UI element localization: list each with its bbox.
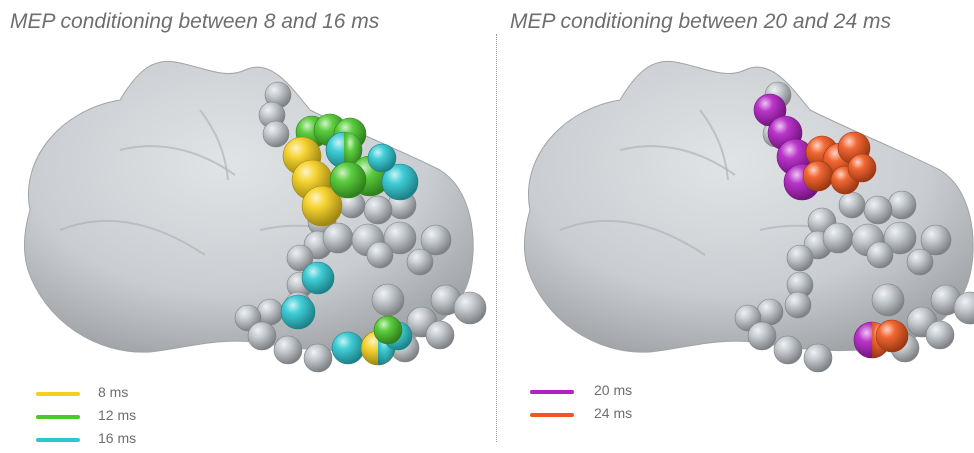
legend-item-12ms: 12 ms: [36, 407, 196, 430]
electrode-site: [906, 248, 934, 276]
stimulation-site: [301, 261, 335, 295]
panel-title-right: MEP conditioning between 20 and 24 ms: [510, 10, 891, 33]
legend-swatch-20ms: [530, 390, 574, 394]
electrode-site: [262, 120, 290, 148]
stimulation-site: [331, 331, 365, 365]
stimulation-site: [802, 160, 834, 192]
legend-swatch-8ms: [36, 392, 80, 396]
electrode-site: [371, 283, 405, 317]
legend-label-8ms: 8 ms: [98, 384, 129, 400]
panel-left: MEP conditioning between 8 and 16 ms 8 m…: [0, 0, 496, 446]
stimulation-site-half: [344, 132, 362, 168]
legend-swatch-12ms: [36, 415, 80, 419]
legend-item-8ms: 8 ms: [36, 384, 196, 407]
electrode-site: [453, 291, 487, 325]
electrode-site: [286, 244, 314, 272]
electrode-site: [863, 195, 893, 225]
panel-right: MEP conditioning between 20 and 24 ms 20…: [500, 0, 974, 444]
stimulation-site: [301, 185, 343, 227]
electrode-site: [803, 343, 833, 373]
legend-swatch-16ms: [36, 438, 80, 442]
electrode-site: [773, 335, 803, 365]
electrode-site: [920, 224, 952, 256]
electrode-site: [786, 244, 814, 272]
stimulation-site: [329, 161, 367, 199]
electrode-site: [887, 190, 917, 220]
electrode-site: [425, 320, 455, 350]
electrode-site: [925, 320, 955, 350]
electrode-site: [784, 291, 812, 319]
legend-right: 20 ms 24 ms: [530, 382, 690, 428]
electrode-site: [420, 224, 452, 256]
electrode-site: [747, 321, 777, 351]
electrode-site: [303, 343, 333, 373]
legend-label-24ms: 24 ms: [594, 405, 633, 421]
electrode-site: [322, 222, 354, 254]
brain-fold: [699, 109, 729, 181]
legend-label-20ms: 20 ms: [594, 382, 633, 398]
stimulation-site: [875, 319, 909, 353]
stimulation-site: [381, 163, 419, 201]
brain-fold: [199, 109, 229, 181]
electrode-site: [366, 241, 394, 269]
stimulation-site: [373, 315, 403, 345]
panel-title-left: MEP conditioning between 8 and 16 ms: [10, 10, 380, 33]
electrode-site: [363, 195, 393, 225]
brain-render-left: [23, 60, 487, 373]
legend-swatch-24ms: [530, 413, 574, 417]
brain-fold: [119, 145, 236, 176]
stimulation-site: [847, 153, 877, 183]
brain-fold: [619, 145, 736, 176]
brain-fold: [559, 219, 706, 256]
stimulation-site: [280, 294, 316, 330]
electrode-site: [883, 221, 917, 255]
panel-divider: [496, 34, 497, 442]
electrode-site: [953, 291, 974, 325]
electrode-site: [273, 335, 303, 365]
legend-label-12ms: 12 ms: [98, 407, 137, 423]
brain-render-right: [523, 60, 974, 373]
brain-fold: [59, 219, 206, 256]
legend-item-24ms: 24 ms: [530, 405, 690, 428]
legend-label-16ms: 16 ms: [98, 430, 137, 446]
electrode-site: [383, 221, 417, 255]
stimulation-site: [367, 143, 397, 173]
legend-item-16ms: 16 ms: [36, 430, 196, 453]
electrode-site: [406, 248, 434, 276]
legend-item-20ms: 20 ms: [530, 382, 690, 405]
electrode-site: [866, 241, 894, 269]
electrode-site: [247, 321, 277, 351]
electrode-site: [822, 222, 854, 254]
electrode-site: [838, 191, 866, 219]
electrode-site: [871, 283, 905, 317]
legend-left: 8 ms 12 ms 16 ms: [36, 384, 196, 453]
